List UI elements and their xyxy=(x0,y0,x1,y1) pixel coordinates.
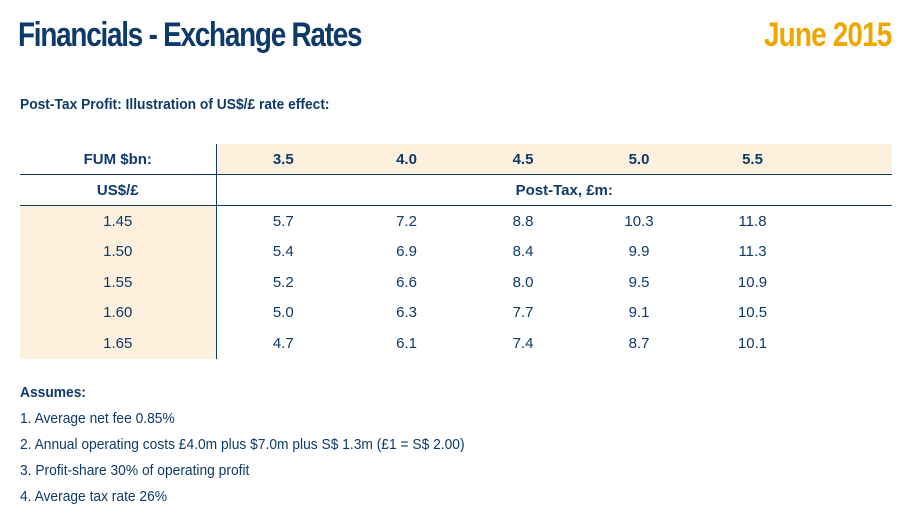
value-cell: 8.8 xyxy=(512,212,534,230)
page-title: Financials - Exchange Rates xyxy=(18,16,363,54)
table-row: 1.65 4.7 6.1 7.4 8.7 10.1 xyxy=(20,328,892,359)
value-cell: 6.9 xyxy=(396,243,417,261)
rate-cell: 1.55 xyxy=(20,267,217,298)
value-cell: 8.0 xyxy=(512,273,534,291)
value-cell: 10.5 xyxy=(737,304,768,322)
value-cell: 10.9 xyxy=(737,273,768,291)
value-cell: 7.2 xyxy=(396,212,417,230)
table-row: 1.60 5.0 6.3 7.7 9.1 10.5 xyxy=(20,297,892,329)
value-cell: 8.4 xyxy=(512,243,534,261)
table-row: 1.45 5.7 7.2 8.8 10.3 11.8 xyxy=(20,205,892,237)
value-cell: 6.6 xyxy=(396,273,417,291)
value-cell: 5.2 xyxy=(272,273,294,291)
value-cell: 7.4 xyxy=(512,334,534,352)
value-cell: 9.5 xyxy=(628,273,650,291)
rate-label: US$/£ xyxy=(20,174,217,206)
empty-cell xyxy=(810,237,892,268)
value-cell: 9.9 xyxy=(628,243,650,261)
post-tax-label: Post-Tax, £m: xyxy=(515,181,613,199)
value-cell: 5.0 xyxy=(272,304,294,322)
value-cell: 5.7 xyxy=(272,212,294,230)
value-cell: 10.1 xyxy=(737,334,768,352)
table-row: 1.55 5.2 6.6 8.0 9.5 10.9 xyxy=(20,267,892,298)
rate-cell: 1.65 xyxy=(20,328,217,359)
fum-value: 3.5 xyxy=(216,144,350,175)
empty-cell xyxy=(810,328,892,359)
page-date: June 2015 xyxy=(763,16,892,54)
fum-spacer xyxy=(810,144,892,175)
table-row: 1.50 5.4 6.9 8.4 9.9 11.3 xyxy=(20,236,892,268)
value-cell: 11.3 xyxy=(738,243,767,261)
assumption-item: 4. Average tax rate 26% xyxy=(20,488,168,505)
rate-cell: 1.45 xyxy=(20,205,217,237)
subheader-row: US$/£ Post-Tax, £m: xyxy=(20,174,892,206)
fum-value: 4.5 xyxy=(463,144,583,175)
value-cell: 11.8 xyxy=(738,212,767,230)
fum-value: 4.0 xyxy=(350,144,463,175)
value-cell: 5.4 xyxy=(272,243,294,261)
table-caption: Post-Tax Profit: Illustration of US$/£ r… xyxy=(20,96,330,113)
empty-cell xyxy=(810,267,892,298)
assumptions-section: Assumes: 1. Average net fee 0.85% 2. Ann… xyxy=(20,384,465,510)
assumption-item: 2. Annual operating costs £4.0m plus $7.… xyxy=(20,436,465,453)
assumptions-title: Assumes: xyxy=(20,384,86,401)
value-cell: 7.7 xyxy=(512,304,534,322)
assumption-item: 1. Average net fee 0.85% xyxy=(20,410,175,427)
empty-cell xyxy=(810,206,892,237)
exchange-rate-table: FUM $bn: 3.5 4.0 4.5 5.0 5.5 US$/£ Post-… xyxy=(20,144,892,359)
value-cell: 10.3 xyxy=(624,212,654,230)
value-cell: 4.7 xyxy=(272,334,294,352)
fum-value: 5.0 xyxy=(583,144,695,175)
rate-cell: 1.50 xyxy=(20,236,217,267)
empty-cell xyxy=(810,298,892,329)
fum-header-row: FUM $bn: 3.5 4.0 4.5 5.0 5.5 xyxy=(20,144,892,175)
assumption-item: 3. Profit-share 30% of operating profit xyxy=(20,462,250,479)
value-cell: 6.3 xyxy=(396,304,417,322)
value-cell: 8.7 xyxy=(628,334,650,352)
fum-label: FUM $bn: xyxy=(20,144,217,175)
value-cell: 9.1 xyxy=(628,304,650,322)
value-cell: 6.1 xyxy=(396,334,417,352)
fum-value: 5.5 xyxy=(695,144,810,175)
rate-cell: 1.60 xyxy=(20,297,217,328)
